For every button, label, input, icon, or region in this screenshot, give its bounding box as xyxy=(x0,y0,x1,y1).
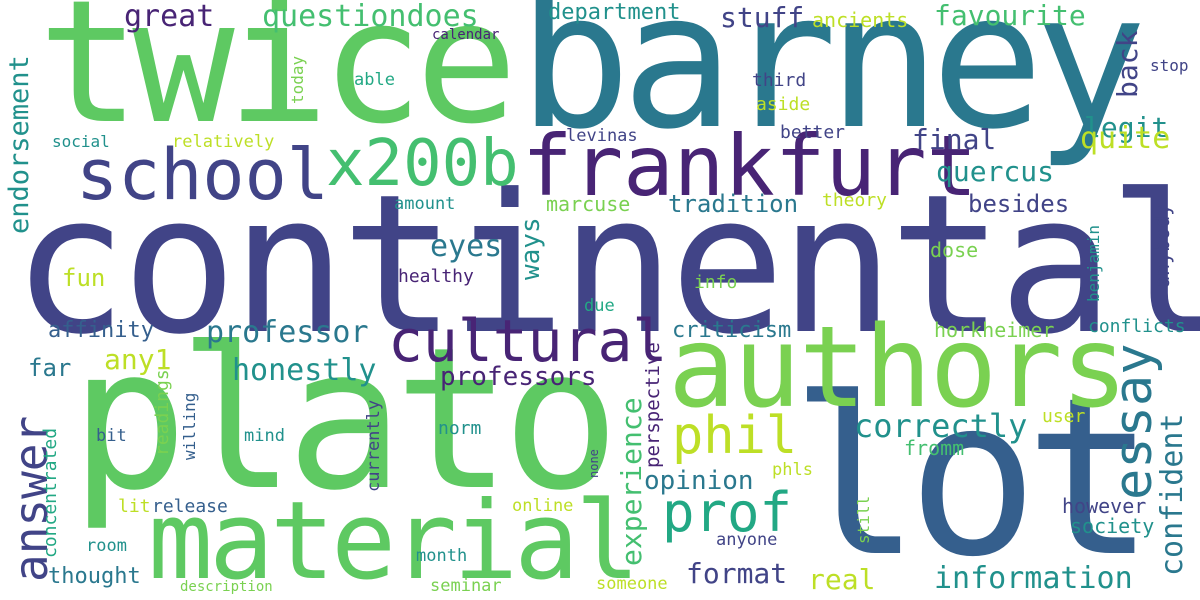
word-besides: besides xyxy=(968,190,1070,218)
word-willing: willing xyxy=(180,392,199,460)
word-stuff: stuff xyxy=(720,1,805,34)
word-honestly: honestly xyxy=(232,353,377,388)
word-essay: essay xyxy=(1104,343,1164,500)
word-able: able xyxy=(354,70,395,90)
word-any1: any1 xyxy=(104,343,172,376)
word-still: still xyxy=(854,495,873,544)
word-plato: plato xyxy=(70,306,620,534)
word-continental: continental xyxy=(12,154,1200,377)
word-back: back xyxy=(1111,30,1144,98)
word-release: release xyxy=(152,496,228,517)
word-professor: professor xyxy=(206,315,369,350)
word-professors: professors xyxy=(440,362,597,392)
word-twice: twice xyxy=(38,0,518,162)
word-eyes: eyes xyxy=(430,229,503,264)
word-great: great xyxy=(124,0,215,34)
word-anyone: anyone xyxy=(716,530,778,550)
word-levinas: levinas xyxy=(566,126,638,146)
word-barney: barney xyxy=(518,0,1147,171)
word-calendar: calendar xyxy=(432,27,500,43)
word-final: final xyxy=(912,123,997,156)
word-x200b: x200b xyxy=(326,127,519,201)
word-healthy: healthy xyxy=(398,266,474,287)
word-conflicts: conflicts xyxy=(1088,316,1186,337)
word-seminar: seminar xyxy=(430,576,502,596)
word-school: school xyxy=(76,134,329,216)
word-relatively: relatively xyxy=(172,132,275,152)
word-info: info xyxy=(694,272,738,293)
word-endorsement: endorsement xyxy=(4,55,35,234)
word-opinion: opinion xyxy=(644,466,754,496)
word-lot: lot xyxy=(790,352,1156,600)
word-ancients: ancients xyxy=(812,8,909,32)
word-thought: thought xyxy=(48,564,141,589)
word-criticism: criticism xyxy=(672,318,792,343)
word-quercus: quercus xyxy=(936,155,1055,188)
word-concentrated: concentrated xyxy=(40,427,61,558)
word-confident: confident xyxy=(1155,413,1190,576)
word-marcuse: marcuse xyxy=(546,192,631,216)
word-stop: stop xyxy=(1150,56,1189,75)
word-better: better xyxy=(780,122,846,143)
word-affinity: affinity xyxy=(48,318,154,343)
word-room: room xyxy=(86,536,127,556)
word-user: user xyxy=(1042,406,1086,427)
word-readings: readings xyxy=(152,369,173,456)
word-information: information xyxy=(934,561,1133,596)
word-fromm: fromm xyxy=(904,436,965,460)
word-real: real xyxy=(808,563,876,596)
word-tradition: tradition xyxy=(668,190,799,218)
word-questiondoes: questiondoes xyxy=(262,0,479,34)
word-quite: quite xyxy=(1080,121,1171,156)
word-far: far xyxy=(28,354,72,382)
word-none: none xyxy=(587,449,601,478)
word-however: however xyxy=(1062,494,1147,518)
word-description: description xyxy=(180,579,273,595)
word-today: today xyxy=(288,55,307,104)
word-theory: theory xyxy=(822,190,888,211)
word-format: format xyxy=(686,557,788,590)
word-anybody: anybody xyxy=(1150,203,1174,288)
word-lit: lit xyxy=(118,496,151,517)
word-ways: ways xyxy=(516,217,546,280)
word-prof: prof xyxy=(662,481,793,544)
word-material: material xyxy=(148,479,640,600)
word-norm: norm xyxy=(438,418,482,439)
word-online: online xyxy=(512,496,574,516)
word-bit: bit xyxy=(96,426,127,446)
word-favourite: favourite xyxy=(934,0,1086,32)
word-aside: aside xyxy=(756,94,811,115)
word-society: society xyxy=(1070,514,1155,538)
word-social: social xyxy=(52,132,110,151)
word-legit: legit xyxy=(1084,111,1169,144)
word-department: department xyxy=(548,0,681,25)
word-correctly: correctly xyxy=(854,407,1028,445)
word-authors: authors xyxy=(668,303,1128,433)
word-third: third xyxy=(752,70,807,91)
word-phls: phls xyxy=(772,460,813,480)
word-month: month xyxy=(416,546,468,566)
word-due: due xyxy=(584,296,615,316)
word-currently: currently xyxy=(364,399,384,492)
word-amount: amount xyxy=(394,194,456,214)
word-frankfurt: frankfurt xyxy=(522,117,978,215)
word-cultural: cultural xyxy=(388,307,668,375)
word-perspective: perspective xyxy=(642,342,664,468)
word-mind: mind xyxy=(244,426,285,446)
word-benjamin: benjamin xyxy=(1084,224,1103,302)
word-phil: phil xyxy=(672,406,798,466)
word-dose: dose xyxy=(930,238,979,262)
word-horkheimer: horkheimer xyxy=(934,318,1055,342)
word-someone: someone xyxy=(596,574,668,594)
word-fun: fun xyxy=(62,264,106,292)
